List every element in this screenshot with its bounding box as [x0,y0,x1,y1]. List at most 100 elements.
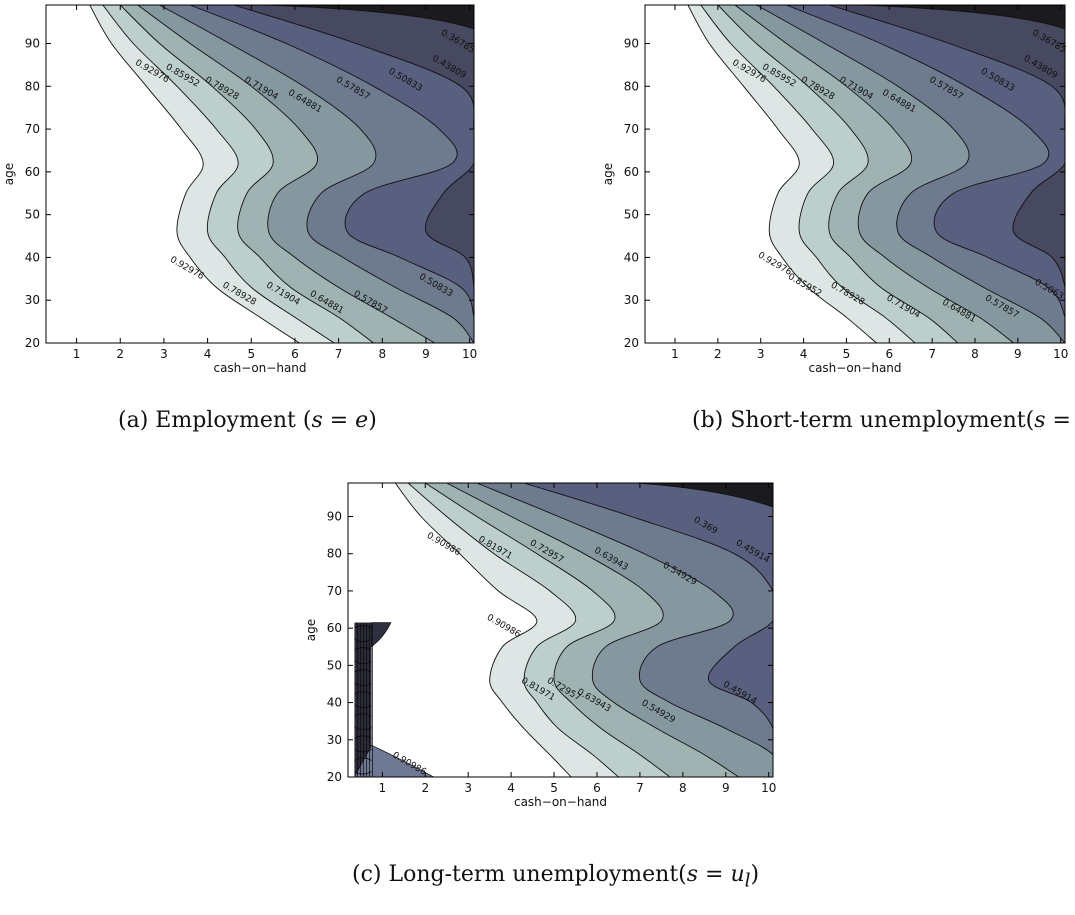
y-axis-label: age [304,619,318,641]
noise-contour-cap [371,622,392,648]
contour-line [102,5,335,343]
x-tick-label: 8 [971,347,979,361]
x-tick-label: 10 [462,347,477,361]
noise-contour-line [354,691,372,695]
x-tick-label: 6 [885,347,893,361]
contour-line [687,5,877,343]
x-tick-label: 2 [116,347,124,361]
x-tick-label: 3 [464,781,472,795]
contour-panel-long-term-unemployment: 0.90986 0.81971 0.72957 0.63943 0.54929 0.459… [296,478,776,809]
y-tick-label: 50 [327,658,342,672]
y-tick-label: 30 [624,293,639,307]
contour-region-darkest [264,5,474,30]
x-tick-label: 7 [335,347,343,361]
contour-region [476,483,773,777]
x-tick-label: 7 [636,781,644,795]
plot-frame [644,4,1066,344]
contour-line [829,5,1065,343]
contour-line [756,5,1065,343]
contour-line [189,5,474,343]
contour-line [407,483,619,777]
y-tick-label: 40 [624,250,639,264]
contour-line [734,5,1014,343]
noise-contour-line [354,638,372,643]
caption-long-term-unemployment: (c) Long-term unemployment(s = ul) [352,862,760,892]
noise-contour-line [354,669,372,673]
x-tick-label: 4 [507,781,515,795]
y-tick-label: 80 [25,79,40,93]
y-tick-label: 70 [327,584,342,598]
y-tick-label: 80 [624,79,639,93]
y-tick-label: 20 [327,770,342,784]
contour-region [524,483,773,777]
x-tick-label: 2 [714,347,722,361]
contour-line [425,483,671,777]
contour-line [119,5,374,343]
y-tick-label: 20 [624,336,639,350]
noise-contour-line [354,726,372,731]
contour-line [89,5,300,343]
x-tick-label: 9 [722,781,730,795]
plot-frame [347,482,774,778]
x-tick-label: 3 [757,347,765,361]
noise-contour-line [354,704,372,709]
y-tick-label: 80 [327,547,342,561]
x-axis-label: cash−on−hand [514,795,607,809]
x-tick-label: 1 [379,781,387,795]
contour-region [829,5,1065,343]
noise-contour-block [354,622,372,777]
x-tick-label: 6 [291,347,299,361]
y-tick-label: 60 [327,621,342,635]
x-tick-label: 7 [928,347,936,361]
noise-contour-line [354,625,372,629]
contour-panel-employment: 0.92976 0.85952 0.78928 0.71904 0.64881 0.578… [0,0,480,390]
contour-region [233,5,474,343]
noise-contour-line [354,771,372,775]
contour-line [394,483,572,777]
contour-region-darkest [859,5,1065,30]
contour-line [717,5,959,343]
caption-employment: (a) Employment (s = e) [118,408,377,433]
x-tick-label: 1 [73,347,81,361]
x-tick-label: 8 [679,781,687,795]
plot-frame [45,4,475,344]
contour-fills [348,483,773,777]
x-axis-label: cash−on−hand [213,361,306,375]
x-tick-label: 9 [1014,347,1022,361]
x-tick-label: 5 [843,347,851,361]
noise-contour-line [354,647,372,651]
contour-line [700,5,916,343]
y-tick-label: 90 [624,37,639,51]
noise-contour-line [354,713,372,717]
x-tick-label: 9 [422,347,430,361]
x-tick-label: 10 [761,781,776,795]
x-axis-label: cash−on−hand [808,361,901,375]
contour-line [137,5,435,343]
contour-region [786,5,1065,343]
noise-contour-line [354,735,372,739]
y-axis-label: age [601,163,615,185]
caption-short-term-unemployment: (b) Short-term unemployment(s = us) [692,408,1075,433]
y-tick-label: 50 [25,208,40,222]
y-tick-label: 40 [25,250,40,264]
contour-line [159,5,474,343]
noise-contour-line [354,749,372,753]
x-tick-label: 10 [1053,347,1068,361]
x-tick-label: 5 [550,781,558,795]
x-tick-label: 1 [671,347,679,361]
x-tick-label: 8 [378,347,386,361]
x-tick-label: 6 [593,781,601,795]
contour-line [786,5,1065,343]
contour-line [446,483,739,777]
contour-panel-short-term-unemployment: 0.92976 0.85952 0.78928 0.71904 0.64881 0.578… [590,0,1070,390]
contour-line [476,483,773,777]
y-tick-label: 60 [624,165,639,179]
x-tick-label: 3 [160,347,168,361]
y-tick-label: 60 [25,165,40,179]
noise-contour-line [354,757,372,761]
y-tick-label: 70 [25,122,40,136]
y-tick-label: 40 [327,696,342,710]
contour-fills [46,5,474,343]
y-tick-label: 70 [624,122,639,136]
